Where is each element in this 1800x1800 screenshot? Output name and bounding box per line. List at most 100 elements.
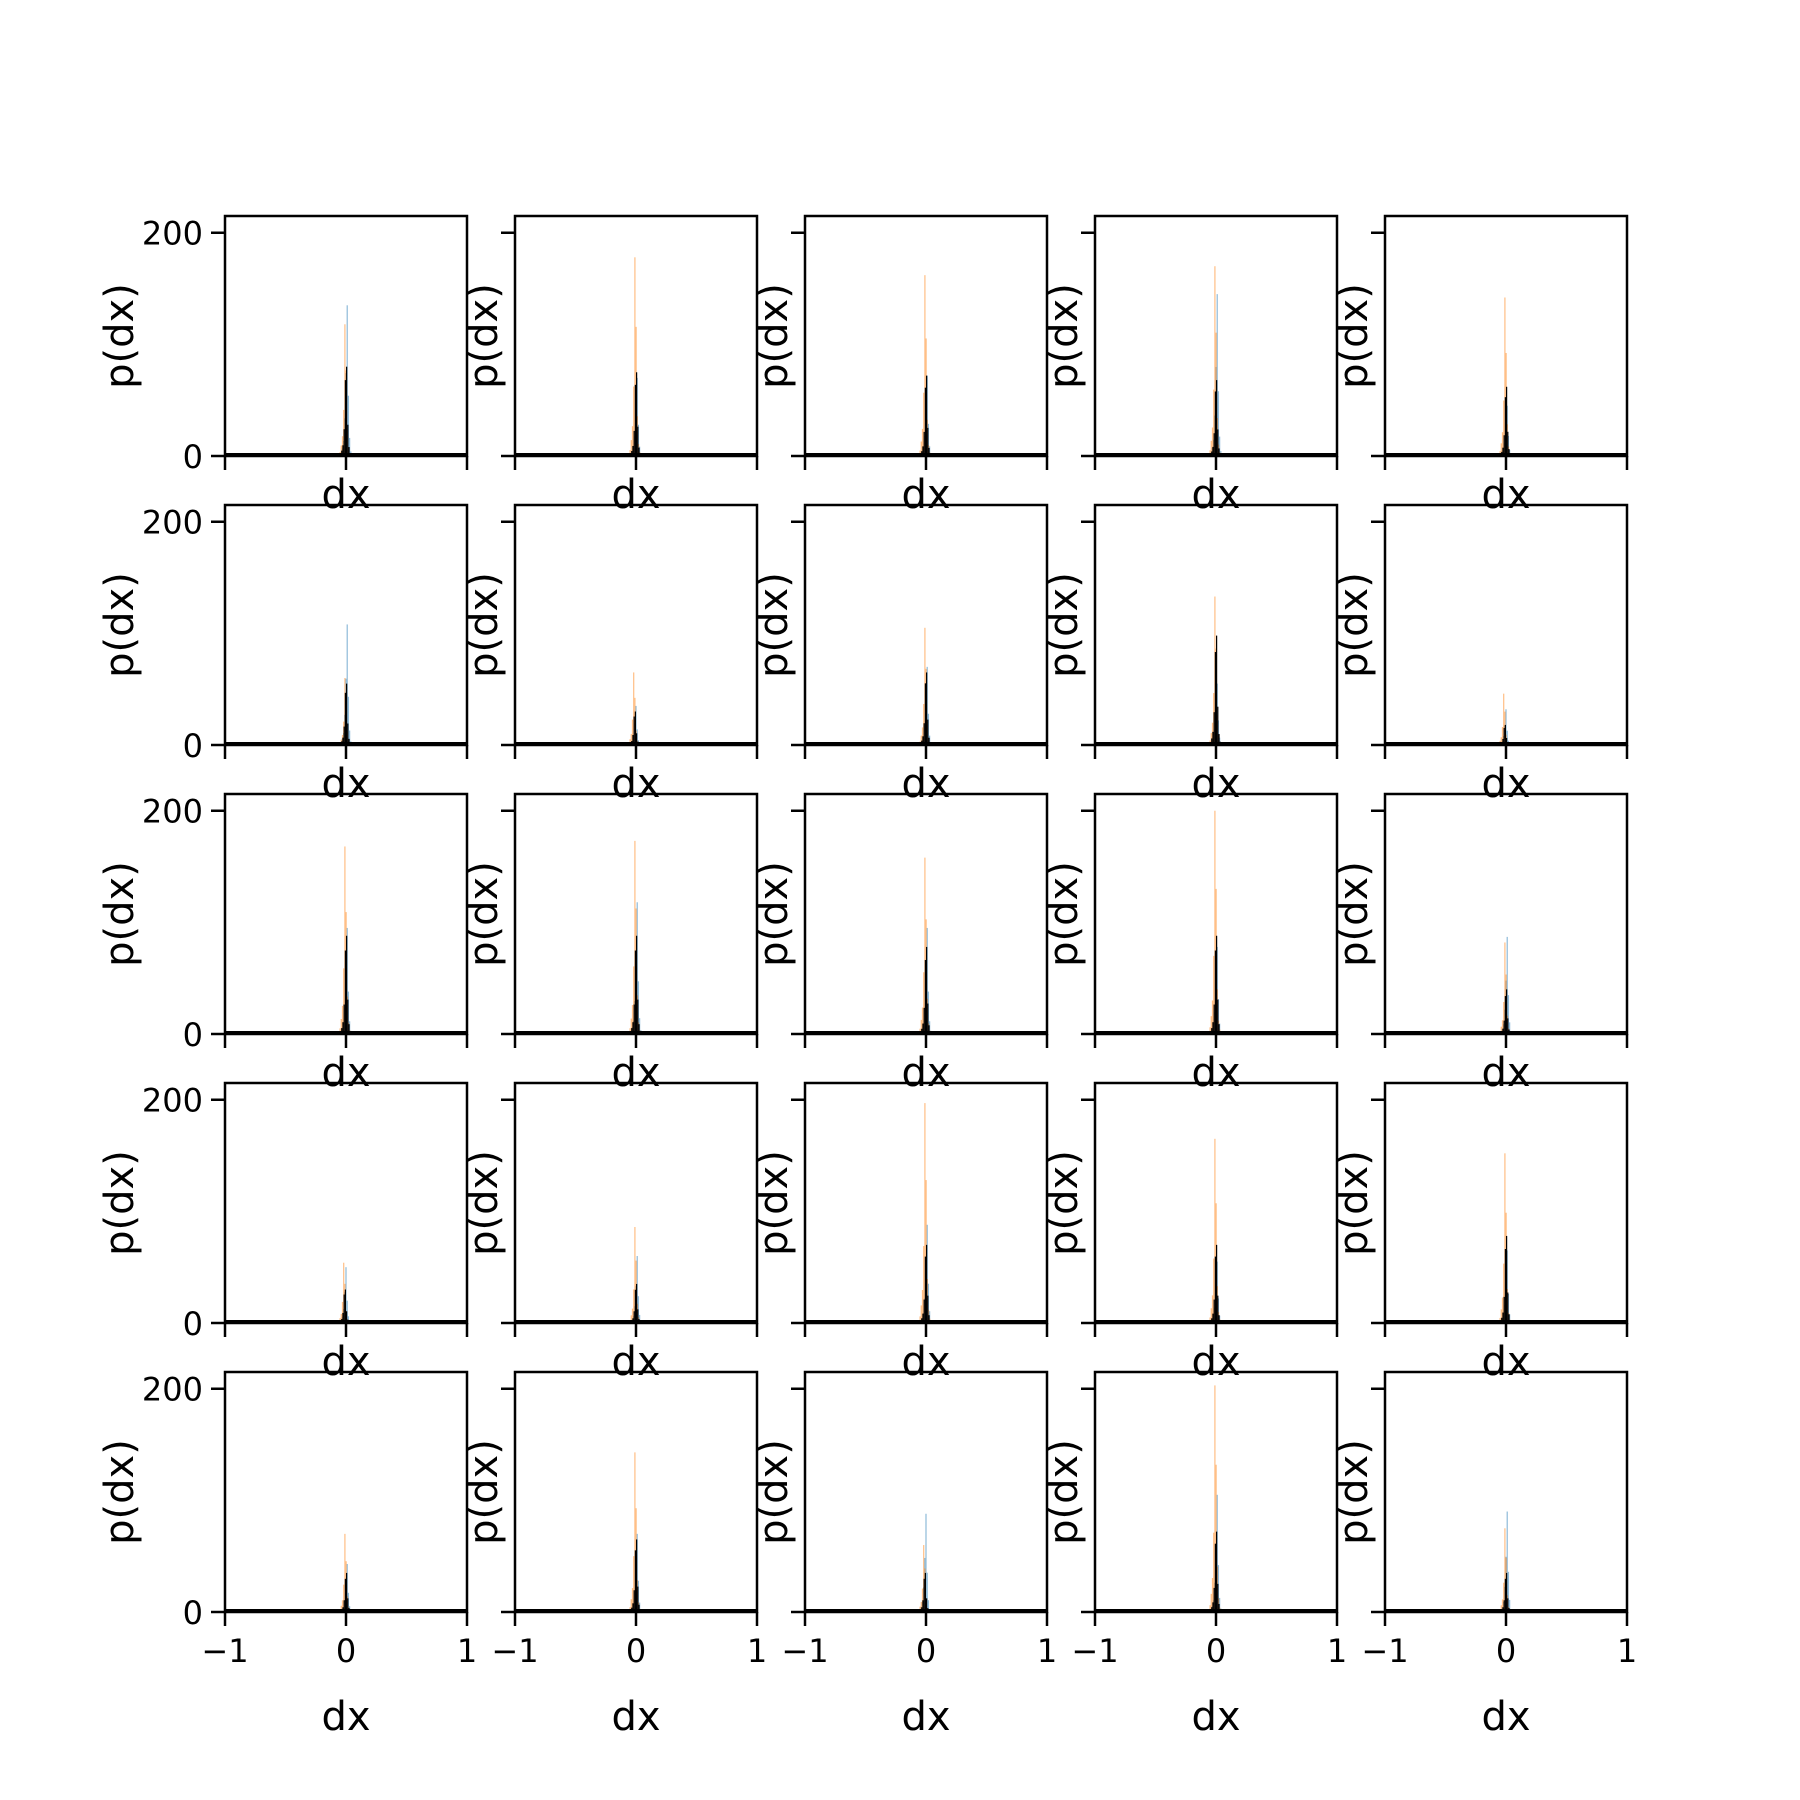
histogram-bar — [633, 1556, 635, 1612]
x-axis-label: dx — [901, 472, 950, 518]
histogram-bar — [344, 846, 346, 1034]
histogram-bar — [1217, 391, 1220, 456]
y-axis-label: p(dx) — [751, 861, 797, 967]
y-axis-label: p(dx) — [1041, 861, 1087, 967]
histogram-bar — [924, 1103, 926, 1323]
y-tick-label: 0 — [183, 1016, 203, 1054]
histogram-bar — [638, 1604, 640, 1612]
y-tick-label: 0 — [183, 1594, 203, 1632]
histogram-bar — [630, 440, 632, 456]
y-axis-label: p(dx) — [461, 861, 507, 967]
histogram-bar — [639, 1314, 641, 1323]
x-tick-label: 1 — [1617, 1632, 1637, 1670]
histogram-bar — [924, 1572, 926, 1612]
histogram-bar — [1219, 1315, 1221, 1323]
histogram-bar — [631, 719, 634, 745]
y-tick-label: 0 — [183, 1305, 203, 1343]
histogram-bar — [1217, 1295, 1219, 1323]
histogram-bar — [927, 1600, 930, 1612]
y-tick-label: 200 — [142, 215, 203, 253]
x-axis-label: dx — [901, 1050, 950, 1096]
histogram-bar — [346, 1311, 348, 1323]
histogram-bar — [1217, 1298, 1220, 1323]
histogram-bar — [1507, 1018, 1509, 1034]
histogram-bar — [1218, 1315, 1220, 1323]
histogram-bar — [923, 972, 925, 1034]
histogram-bar — [1503, 435, 1505, 456]
histogram-bar — [1219, 436, 1221, 456]
histogram-bar — [1217, 1565, 1220, 1612]
histogram-bar — [341, 1600, 344, 1612]
histogram-bar — [1216, 294, 1218, 456]
histogram-bar — [348, 738, 350, 745]
histogram-bar — [346, 305, 348, 456]
histogram-bar — [920, 1305, 922, 1323]
histogram-bar — [1219, 1597, 1221, 1612]
histogram-bar — [1500, 737, 1502, 745]
histogram-bar — [342, 737, 344, 745]
histogram-bar — [343, 1584, 345, 1612]
histogram-bar — [927, 1295, 929, 1323]
x-tick-label: 0 — [1496, 1632, 1516, 1670]
x-axis-label: dx — [1481, 1050, 1530, 1096]
subplot-1-5: dx p(dx) — [1331, 214, 1629, 518]
histogram-bar — [920, 441, 922, 456]
histogram-bar — [922, 1023, 924, 1034]
histogram-bar — [632, 734, 634, 745]
histogram-bar — [921, 428, 924, 456]
x-tick-label: 1 — [1037, 1632, 1057, 1670]
histogram-bar — [926, 375, 928, 456]
histogram-bar — [923, 1007, 925, 1034]
y-axis-label: p(dx) — [97, 572, 143, 678]
histogram-bar — [926, 1224, 928, 1323]
subplot-1-4: dx p(dx) — [1041, 214, 1339, 518]
histogram-bar — [1500, 1026, 1502, 1034]
histogram-bar — [343, 1294, 345, 1323]
histogram-bar — [630, 1018, 632, 1034]
histogram-bar — [349, 437, 351, 456]
histogram-bar — [923, 1545, 925, 1612]
subplot-grid: 0200dxp(dx)dxp(dx)dxp(dx)dxp(dx)dxp(dx)0… — [97, 215, 1637, 1740]
histogram-bar — [1507, 995, 1510, 1034]
histogram-bar — [927, 719, 929, 745]
histogram-bar — [1213, 1587, 1215, 1612]
histogram-bar — [631, 426, 634, 456]
histogram-bar — [636, 1533, 638, 1612]
histogram-bar — [633, 1289, 635, 1323]
histogram-bar — [636, 1283, 638, 1323]
histogram-bar — [924, 1256, 926, 1323]
histogram-bar — [1506, 1572, 1508, 1612]
histogram-bar — [1506, 989, 1508, 1034]
histogram-bar — [927, 1003, 929, 1034]
histogram-bar — [923, 1246, 925, 1323]
histogram-bar — [1504, 397, 1506, 456]
y-tick-label: 0 — [183, 438, 203, 476]
histogram-bar — [1213, 1532, 1215, 1612]
histogram-bar — [1509, 1022, 1511, 1034]
y-axis-label: p(dx) — [1331, 283, 1377, 389]
x-axis-label: dx — [1191, 1694, 1240, 1740]
histogram-bar — [633, 430, 635, 456]
y-tick-label: 200 — [142, 1082, 203, 1120]
histogram-bar — [1211, 1000, 1214, 1034]
histogram-bar — [1213, 1004, 1215, 1034]
histogram-bar — [1506, 936, 1508, 1034]
y-axis-label: p(dx) — [461, 1150, 507, 1256]
histogram-bar — [636, 935, 638, 1034]
histogram-bar — [1507, 1571, 1510, 1612]
histogram-bar — [638, 1024, 640, 1034]
subplot-5-5: −1 0 1 dx p(dx) — [1331, 1370, 1637, 1740]
histogram-bar — [634, 1289, 636, 1323]
x-tick-label: −1 — [1361, 1632, 1408, 1670]
histogram-bar — [1217, 706, 1219, 745]
histogram-bar — [921, 1290, 924, 1323]
histogram-bar — [1209, 1605, 1211, 1612]
histogram-bar — [1212, 446, 1214, 456]
histogram-bar — [1504, 1153, 1506, 1323]
histogram-bar — [921, 1007, 924, 1034]
histogram-bar — [634, 1227, 636, 1323]
histogram-bar — [636, 1256, 638, 1323]
x-axis-label: dx — [1481, 1339, 1530, 1385]
histogram-bar — [926, 946, 928, 1034]
y-tick-label: 200 — [142, 1371, 203, 1409]
